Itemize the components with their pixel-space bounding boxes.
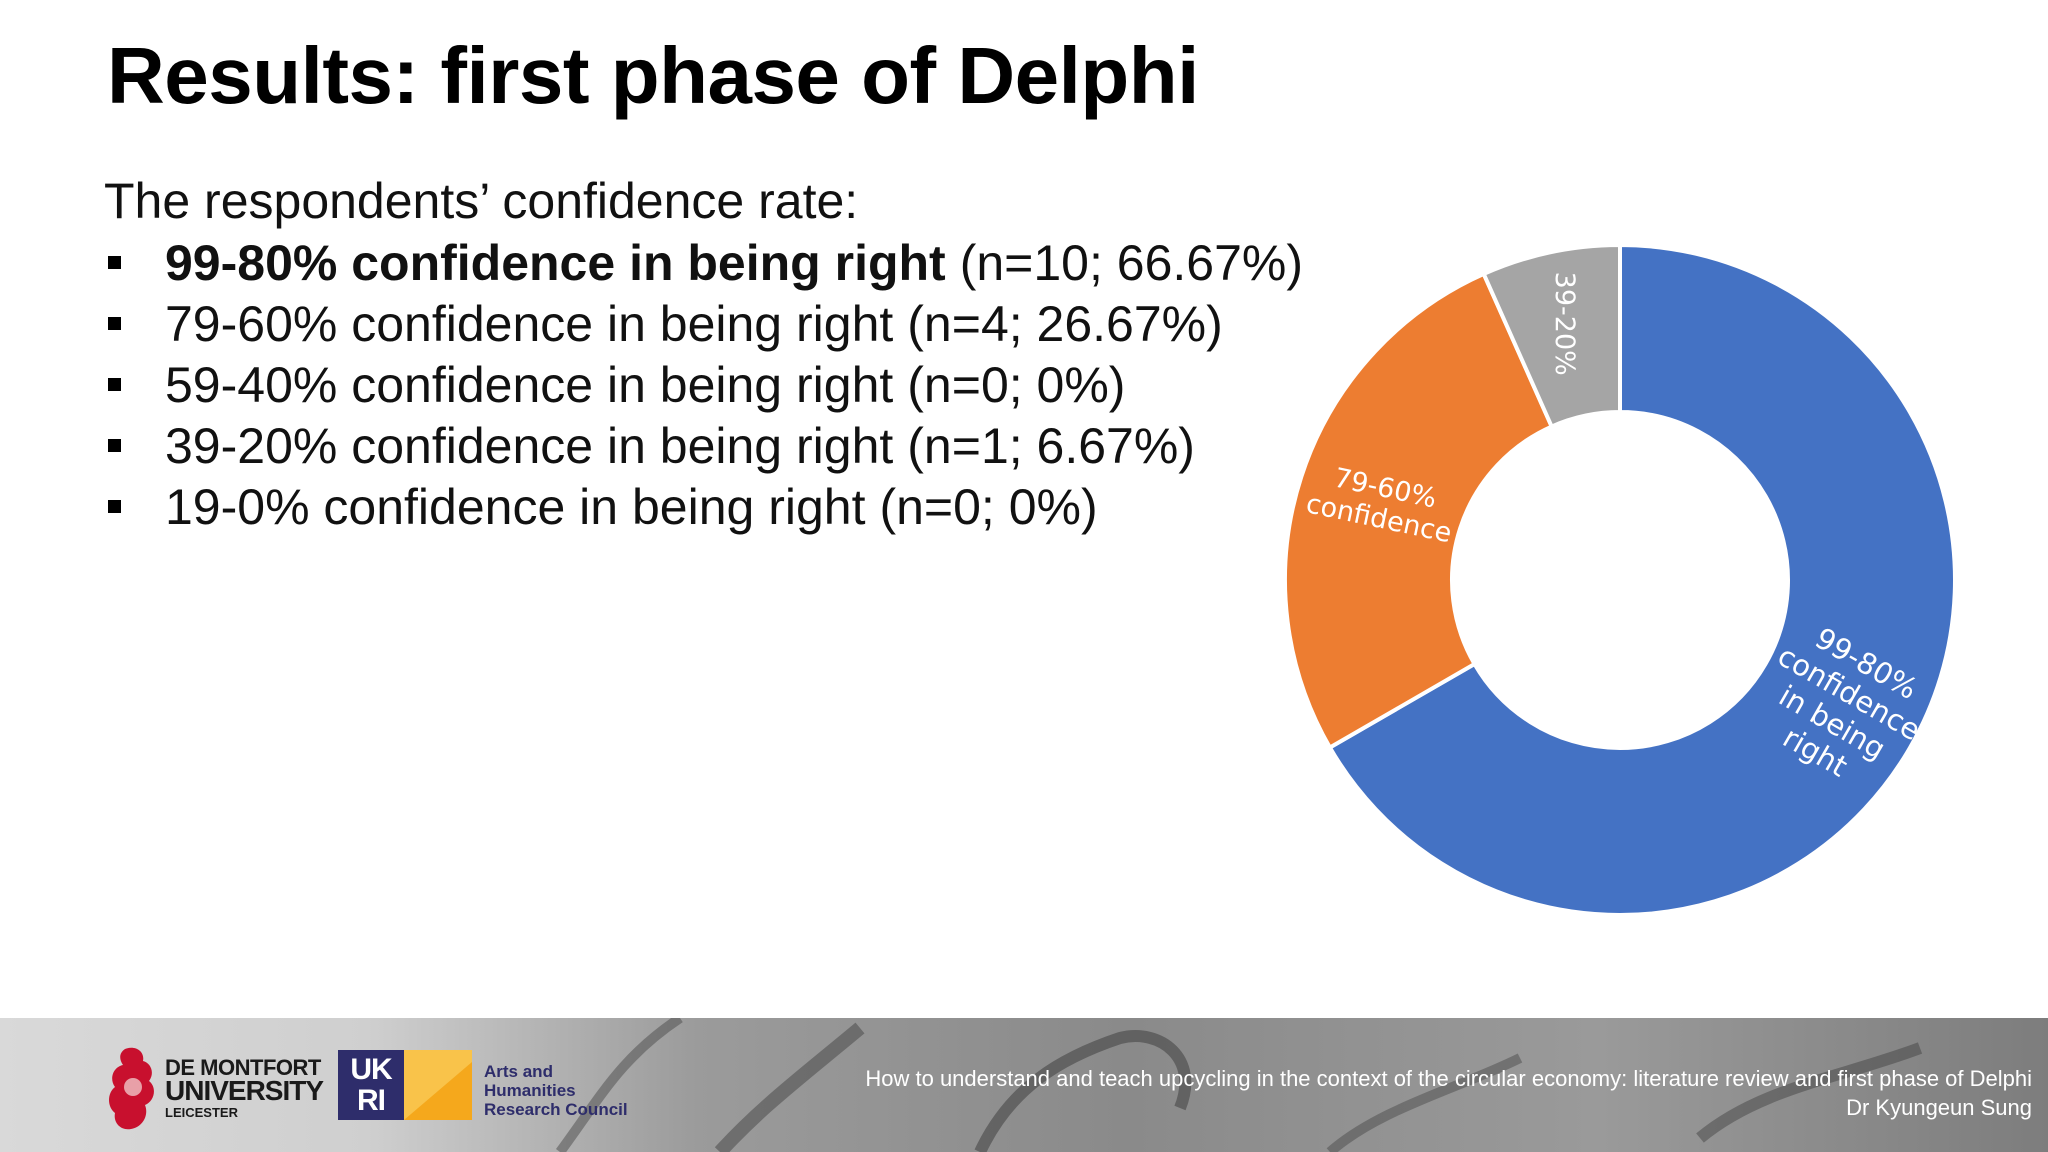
ahrc-square-icon [404,1050,472,1120]
footer-band: DE MONTFORT UNIVERSITY LEICESTER UK RI A… [0,1018,2048,1152]
ukri-line2: RI [357,1084,386,1117]
ahrc-line3: Research Council [484,1100,628,1119]
bullet-detail: (n=4; 26.67%) [907,295,1223,352]
bullet-list: 99-80% confidence in being right (n=10; … [108,232,1303,537]
bullet-label: 39-20% confidence in being right [165,417,894,474]
list-item: 79-60% confidence in being right (n=4; 2… [108,293,1303,354]
footer-texture [555,1018,1923,1152]
bullet-detail: (n=0; 0%) [907,356,1126,413]
ukri-block: UK RI [338,1050,404,1120]
lion-rampant-icon [109,1047,154,1130]
bullet-square-icon [108,378,121,391]
slice-label: 39-20% [1549,272,1580,376]
donut-slice [1481,242,1622,430]
page-title: Results: first phase of Delphi [107,31,1199,120]
bullet-square-icon [108,317,121,330]
footer-title: How to understand and teach upcycling in… [865,1066,2032,1091]
ahrc-line2: Humanities [484,1081,576,1100]
footer-author: Dr Kyungeun Sung [1846,1095,2032,1120]
bullet-square-icon [108,500,121,513]
ukri-logo: UK RI [338,1050,473,1126]
donut-slice [1327,242,1957,917]
dmu-line2: UNIVERSITY [165,1075,324,1106]
dmu-line3: LEICESTER [165,1105,238,1120]
dmu-line1: DE MONTFORT [165,1055,321,1080]
bullet-square-icon [108,439,121,452]
list-item: 59-40% confidence in being right (n=0; 0… [108,354,1303,415]
slice-label-line: 39-20% [1549,272,1580,376]
donut-slice [1283,271,1555,751]
bullet-detail: (n=10; 66.67%) [959,234,1303,291]
bullet-label: 79-60% confidence in being right [165,295,894,352]
bullet-label: 99-80% confidence in being right [165,234,946,291]
donut-chart: 99-80%confidencein beingright79-60%confi… [1283,242,1957,917]
ukri-line1: UK [350,1053,392,1086]
bullet-label: 59-40% confidence in being right [165,356,894,413]
list-item: 99-80% confidence in being right (n=10; … [108,232,1303,293]
intro-text: The respondents’ confidence rate: [104,173,859,229]
bullet-detail: (n=1; 6.67%) [907,417,1195,474]
bullet-detail: (n=0; 0%) [879,478,1098,535]
dmu-logo: DE MONTFORT UNIVERSITY LEICESTER [105,1043,324,1133]
ahrc-name: Arts and Humanities Research Council [484,1062,628,1119]
ahrc-line1: Arts and [484,1062,553,1081]
list-item: 39-20% confidence in being right (n=1; 6… [108,415,1303,476]
bullet-square-icon [108,256,121,269]
bullet-label: 19-0% confidence in being right [165,478,866,535]
list-item: 19-0% confidence in being right (n=0; 0%… [108,476,1303,537]
